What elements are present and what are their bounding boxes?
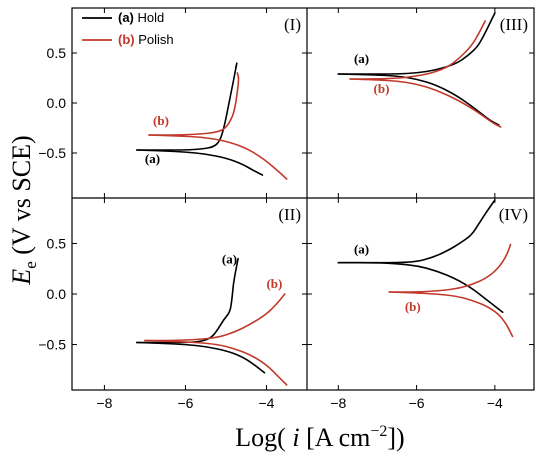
curve-label-b-I: (b): [153, 113, 169, 128]
y-tick-label: 0.0: [47, 95, 67, 111]
x-tick-label: −8: [96, 395, 112, 411]
legend-key: (a): [118, 10, 138, 25]
x-axis-title: Log( i [A cm−2]): [235, 423, 404, 452]
curve-a-anodic-II: [136, 257, 239, 344]
x-tick-label: −4: [258, 395, 274, 411]
legend-entry-0: (a) Hold: [118, 10, 164, 25]
curve-a-cathodic-I: [136, 149, 264, 176]
panel-IV: (a) (b) (IV): [337, 199, 528, 338]
x-axis-sup: −2: [370, 423, 387, 440]
curve-label-a-I: (a): [145, 151, 160, 166]
curve-label-a-II: (a): [222, 252, 237, 267]
curve-label-b-II: (b): [266, 276, 282, 291]
curve-label-b-IV: (b): [405, 299, 421, 314]
x-axis-var: i: [292, 423, 299, 452]
legend-label: Polish: [138, 32, 173, 47]
curve-b-cathodic-II: [144, 339, 288, 386]
curve-b-cathodic-I: [148, 134, 288, 180]
panel-II: (a) (b) (II): [136, 205, 301, 386]
curve-b-cathodic-IV: [388, 291, 514, 338]
panel-label-I: (I): [284, 15, 301, 34]
curve-b-anodic-III: [349, 20, 486, 80]
curve-a-cathodic-II: [136, 341, 266, 374]
legend: (a) Hold(b) Polish: [82, 10, 174, 47]
panel-curves: [337, 12, 502, 128]
legend-key: (b): [118, 32, 138, 47]
x-axis-suffix: ]): [387, 423, 404, 452]
x-tick-label: −6: [177, 395, 193, 411]
panel-I: (a) (b) (I): [136, 15, 301, 180]
curve-b-anodic-IV: [388, 243, 512, 293]
curve-b-anodic-I: [148, 72, 240, 136]
x-axis-prefix: Log(: [235, 423, 292, 452]
curve-a-cathodic-III: [337, 73, 500, 126]
curve-a-cathodic-IV: [337, 261, 504, 313]
panel-curves: [136, 257, 288, 386]
curve-label-a-IV: (a): [354, 242, 369, 257]
y-tick-label: 0.0: [47, 286, 67, 302]
panel-label-II: (II): [278, 205, 301, 224]
y-axis-var: E: [7, 269, 36, 286]
plot-frame: [71, 7, 535, 391]
y-tick-label: −0.5: [38, 337, 66, 353]
ticks-layer: −8 −6 −4 −8 −6 −4 −0.5 0.0 0.5 −0.5 0.0 0.5: [38, 7, 535, 411]
legend-label: Hold: [138, 10, 165, 25]
panel-curves: [136, 62, 288, 180]
x-tick-label: −4: [487, 395, 503, 411]
panel-label-IV: (IV): [499, 205, 528, 224]
curve-label-b-III: (b): [374, 81, 390, 96]
legend-entry-1: (b) Polish: [118, 32, 174, 47]
panel-label-III: (III): [500, 15, 528, 34]
curve-label-a-III: (a): [354, 51, 369, 66]
x-tick-label: −6: [409, 395, 425, 411]
panels-layer: (a) (b) (I) (a) (b) (III) (a) (b) (II) (a) (b) (IV): [136, 12, 528, 386]
x-tick-label: −8: [330, 395, 346, 411]
curve-b-anodic-II: [144, 293, 286, 342]
y-tick-label: 0.5: [47, 45, 67, 61]
y-tick-label: 0.5: [47, 235, 67, 251]
curve-b-cathodic-III: [349, 78, 502, 128]
y-axis-unit: (V vs SCE): [7, 135, 36, 261]
y-axis-sub: e: [21, 261, 40, 269]
y-axis-title: Ee (V vs SCE): [7, 135, 40, 285]
panel-curves: [337, 199, 514, 338]
y-tick-label: −0.5: [38, 145, 66, 161]
panel-III: (a) (b) (III): [337, 12, 528, 128]
x-axis-unit: [A cm: [300, 423, 371, 452]
